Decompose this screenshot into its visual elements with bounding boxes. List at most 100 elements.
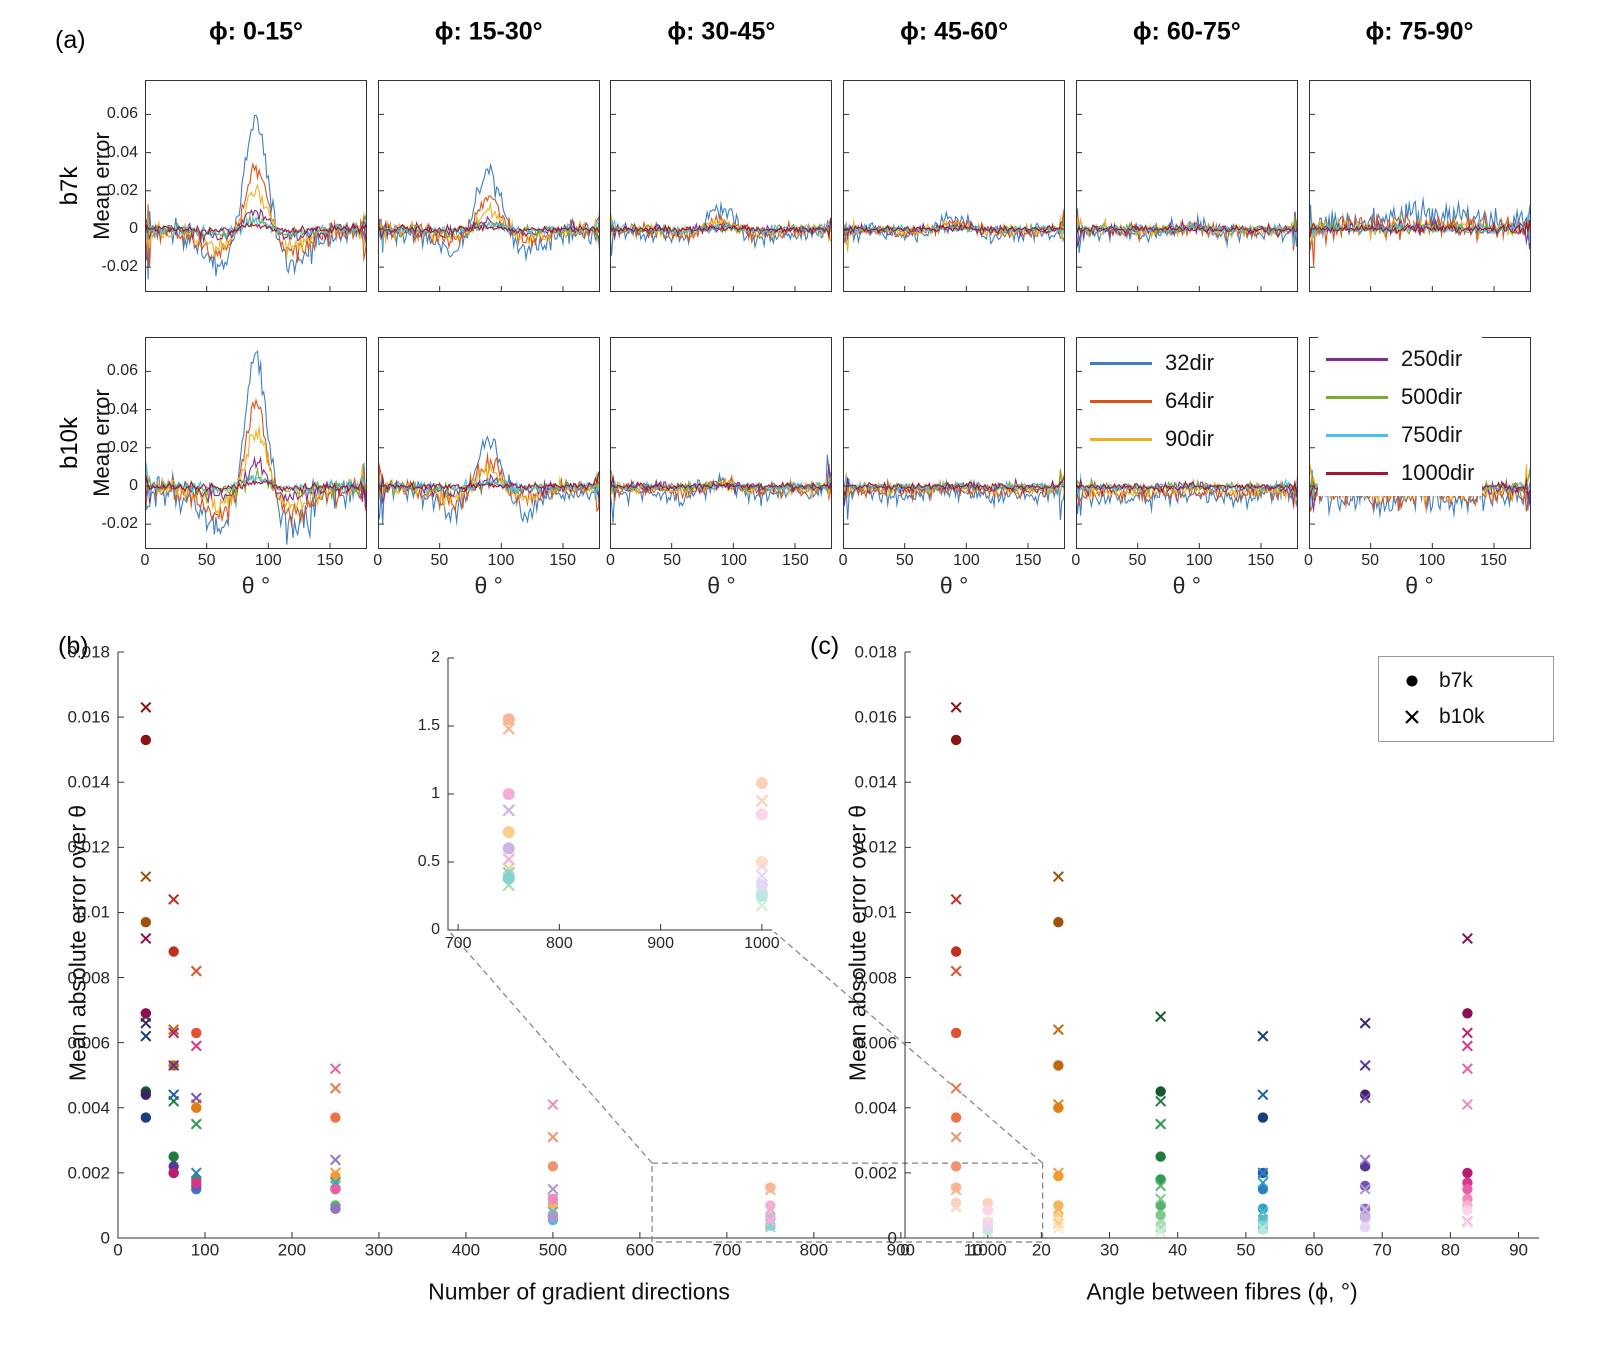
- legend-entry-64dir: 64dir: [1090, 382, 1214, 420]
- panel-a-y-tick-label: 0.06: [106, 105, 138, 123]
- panel-a-x-tick-label: 0: [140, 552, 150, 569]
- panel-c-x-tick-label: 30: [1100, 1240, 1119, 1260]
- panel-b-y-tick-label: 0.012: [67, 837, 110, 857]
- legend-entry-250dir: 250dir: [1326, 340, 1474, 378]
- panel-a-plot-b7k-15-30: [377, 80, 600, 292]
- legend-entry-90dir: 90dir: [1090, 420, 1214, 458]
- panel-c-y-tick-label: 0.012: [854, 837, 897, 857]
- panel-c-y-tick-label: 0.016: [854, 707, 897, 727]
- panel-a-y-tick-label: 0.02: [106, 438, 138, 456]
- panel-b-inset-plot: [408, 630, 778, 932]
- panel-a-x-tick-label: 50: [1361, 552, 1380, 569]
- panel-a-xlabel: θ °: [1405, 572, 1434, 599]
- legend-series-label: 750dir: [1401, 422, 1463, 447]
- panel-a-row-label: b10k: [56, 416, 83, 470]
- panel-a-row-ylabel: Mean error: [89, 389, 114, 497]
- panel-b-x-tick-label: 400: [451, 1240, 481, 1260]
- legend-series-label: 32dir: [1165, 350, 1214, 375]
- legend-line-swatch: [1326, 395, 1388, 399]
- panel-b-y-tick-label: 0.006: [67, 1033, 110, 1053]
- panel-a-xlabel: θ °: [474, 572, 503, 599]
- inset-y-tick-label: 1.5: [417, 717, 440, 734]
- inset-x-tick-label: 900: [647, 935, 674, 952]
- legend-line-swatch: [1326, 433, 1388, 437]
- legend-series-label: 64dir: [1165, 388, 1214, 413]
- panel-a-row-ylabel: Mean error: [89, 132, 114, 240]
- legend-entry-1000dir: 1000dir: [1326, 454, 1474, 492]
- panel-a-x-tick-label: 0: [1071, 552, 1081, 569]
- panel-a-x-tick-label: 150: [316, 552, 344, 569]
- panel-a-y-tick-label: -0.02: [101, 258, 138, 276]
- panel-b-x-tick-label: 800: [799, 1240, 829, 1260]
- panel-a-x-tick-label: 50: [895, 552, 914, 569]
- panel-c-y-tick-label: 0.004: [854, 1098, 897, 1118]
- panel-a-x-tick-label: 0: [605, 552, 615, 569]
- inset-y-tick-label: 1: [431, 785, 440, 802]
- panel-c-y-tick-label: 0.014: [854, 772, 897, 792]
- panel-a-y-tick-label: 0.02: [106, 181, 138, 199]
- legend-line-swatch: [1090, 399, 1152, 403]
- panel-a-xlabel: θ °: [707, 572, 736, 599]
- panel-c-y-tick-label: 0.006: [854, 1033, 897, 1053]
- panel-b-y-tick-label: 0.014: [67, 772, 110, 792]
- panel-c-x-tick-label: 90: [1509, 1240, 1529, 1260]
- legend-entry-500dir: 500dir: [1326, 378, 1474, 416]
- panel-c-y-tick-label: 0: [887, 1228, 897, 1248]
- panel-a-y-tick-label: 0: [129, 219, 138, 237]
- panel-c-y-tick-label: 0.01: [863, 902, 897, 922]
- panel-a-col-title: ϕ: 45-60°: [900, 17, 1009, 46]
- panel-a-x-tick-label: 100: [1418, 552, 1446, 569]
- panel-a-legend-group-1: 32dir 64dir 90dir: [1082, 340, 1222, 462]
- panel-a-x-tick-label: 100: [1185, 552, 1213, 569]
- panel-a-x-tick-label: 100: [720, 552, 748, 569]
- panel-b-y-tick-label: 0.002: [67, 1163, 110, 1183]
- panel-b-x-tick-label: 0: [113, 1240, 123, 1260]
- panel-b-y-tick-label: 0.008: [67, 968, 110, 988]
- panel-a-x-tick-label: 150: [549, 552, 577, 569]
- panel-a-xlabel: θ °: [939, 572, 969, 599]
- inset-x-tick-label: 700: [444, 935, 472, 952]
- panel-a-x-tick-label: 50: [1128, 552, 1147, 569]
- legend-line-swatch: [1326, 471, 1388, 475]
- panel-a-xlabel: θ °: [241, 572, 271, 599]
- panel-a-y-tick-label: 0.04: [106, 400, 138, 418]
- panel-c-x-tick-label: 20: [1031, 1240, 1051, 1260]
- panel-b-x-tick-label: 300: [364, 1240, 394, 1260]
- panel-a-y-tick-label: -0.02: [101, 515, 138, 533]
- panel-b-xlabel: Number of gradient directions: [428, 1278, 730, 1305]
- panel-a-y-tick-label: 0.06: [106, 362, 138, 380]
- panel-c-y-tick-label: 0.008: [854, 968, 897, 988]
- legend-line-swatch: [1090, 361, 1152, 365]
- panel-c-x-tick-label: 50: [1236, 1240, 1256, 1260]
- panel-a-x-tick-label: 150: [1480, 552, 1507, 569]
- panel-a-plot-b7k-0-15: [145, 80, 367, 292]
- panel-a-x-tick-label: 50: [663, 552, 681, 569]
- legend-entry-32dir: 32dir: [1090, 344, 1214, 382]
- panel-a-x-tick-label: 100: [953, 552, 980, 569]
- panel-a-x-tick-label: 0: [373, 552, 383, 569]
- panel-a-col-title: ϕ: 15-30°: [434, 17, 543, 46]
- panel-b-y-tick-label: 0: [100, 1228, 110, 1248]
- panel-a-x-tick-label: 150: [1014, 552, 1042, 569]
- panel-b-x-tick-label: 100: [190, 1240, 220, 1260]
- panel-c-x-tick-label: 60: [1304, 1240, 1324, 1260]
- panel-c-x-tick-label: 70: [1372, 1240, 1392, 1260]
- panel-b-y-tick-label: 0.016: [67, 707, 110, 727]
- legend-series-label: 250dir: [1401, 346, 1463, 371]
- panel-a-plot-b10k-30-45: [610, 337, 833, 549]
- panel-c-x-tick-label: 10: [963, 1240, 983, 1260]
- panel-a-x-tick-label: 50: [430, 552, 449, 569]
- panel-c-x-tick-label: 80: [1440, 1240, 1460, 1260]
- panel-c-xlabel: Angle between fibres (ϕ, °): [1086, 1278, 1358, 1305]
- panel-b-x-tick-label: 500: [538, 1240, 568, 1260]
- panel-a-legend-group-2: 250dir 500dir 750dir 1000dir: [1318, 336, 1483, 496]
- panel-a-x-tick-label: 50: [197, 552, 216, 569]
- panel-a-row-label: b7k: [56, 166, 83, 206]
- panel-a-x-tick-label: 100: [254, 552, 282, 569]
- panel-a-plot-b10k-45-60: [843, 337, 1066, 549]
- legend-line-swatch: [1326, 357, 1388, 361]
- panel-c-plot: [878, 628, 1588, 1280]
- panel-a-plot-b7k-75-90: [1308, 80, 1531, 292]
- panel-c-x-tick-label: 40: [1168, 1240, 1188, 1260]
